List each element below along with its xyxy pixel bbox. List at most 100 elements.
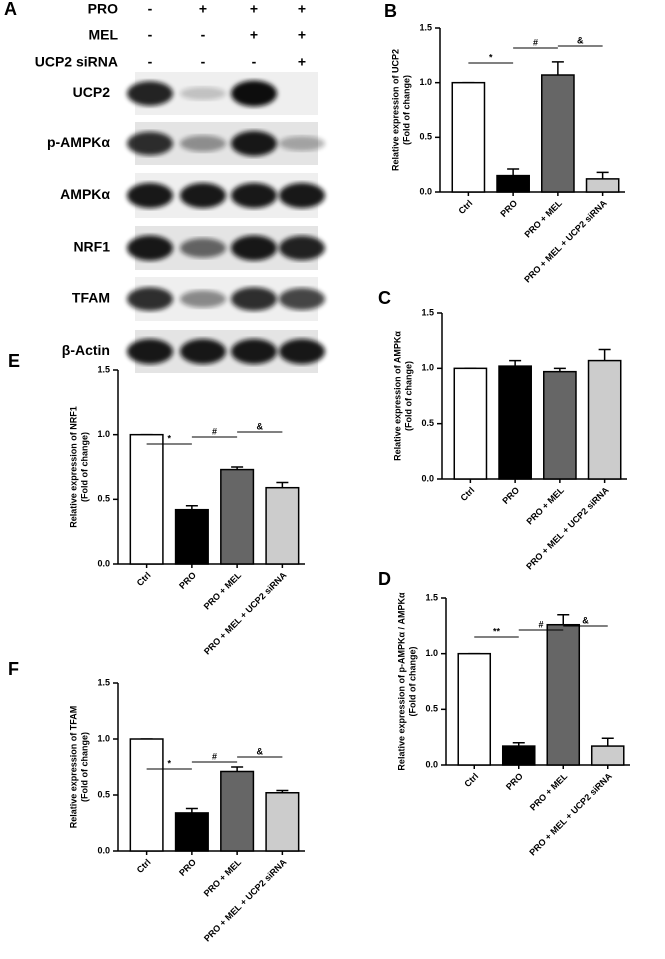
- treatment-sign: -: [201, 54, 206, 70]
- significance-mark: *: [167, 433, 171, 443]
- blot-band: [231, 182, 277, 209]
- bar: [587, 359, 622, 480]
- significance-mark: **: [493, 626, 501, 636]
- error-bar: [557, 613, 570, 625]
- bar: [501, 745, 536, 766]
- treatment-sign: -: [148, 54, 153, 70]
- blot-band: [127, 235, 173, 261]
- y-tick-label: 0.5: [425, 704, 438, 714]
- significance-mark: &: [577, 35, 584, 45]
- blot-band: [231, 235, 277, 261]
- bar: [453, 367, 488, 480]
- significance-mark: &: [582, 615, 589, 625]
- treatment-sign: +: [250, 1, 258, 17]
- y-tick-label: 0.5: [421, 418, 434, 428]
- bar: [220, 770, 255, 852]
- y-tick-label: 0.0: [419, 186, 432, 196]
- y-tick-label: 1.5: [421, 307, 434, 317]
- bar: [265, 486, 300, 565]
- treatment-sign: -: [252, 54, 257, 70]
- blot-band: [180, 238, 226, 258]
- x-tick-label: Ctrl: [462, 771, 480, 789]
- blot-band: [279, 338, 325, 365]
- x-tick-label: Ctrl: [458, 485, 476, 503]
- blot-band: [127, 81, 173, 106]
- x-tick-label: PRO + MEL + UCP2 siRNA: [202, 570, 289, 657]
- y-tick-label: 1.5: [419, 22, 432, 32]
- y-tick-label: 1.0: [419, 77, 432, 87]
- y-tick-label: 0.0: [425, 759, 438, 769]
- bar: [498, 365, 532, 480]
- error-bar: [601, 737, 614, 747]
- treatment-sign: +: [199, 1, 207, 17]
- blot-band: [127, 182, 173, 209]
- significance-mark: #: [212, 426, 217, 436]
- x-tick-label: PRO: [177, 570, 198, 591]
- y-tick-label: 1.5: [97, 677, 110, 687]
- treatment-sign: -: [201, 27, 206, 43]
- x-tick-label: PRO + MEL + UCP2 siRNA: [522, 198, 609, 285]
- x-tick-label: PRO: [177, 857, 198, 878]
- significance-mark: #: [533, 37, 538, 47]
- bar: [265, 792, 300, 852]
- bar: [129, 433, 164, 565]
- band-label: TFAM: [72, 290, 110, 306]
- treatment-label: MEL: [88, 27, 118, 43]
- x-tick-label: PRO + MEL + UCP2 siRNA: [524, 485, 611, 572]
- treatment-sign: -: [148, 27, 153, 43]
- band-label: UCP2: [73, 84, 111, 100]
- y-tick-label: 1.0: [97, 733, 110, 743]
- bar: [590, 745, 625, 766]
- treatment-label: UCP2 siRNA: [35, 54, 118, 70]
- x-tick-label: PRO + MEL + UCP2 siRNA: [527, 771, 614, 858]
- y-axis-label: (Fold of change): [403, 361, 413, 431]
- y-tick-label: 1.5: [97, 364, 110, 374]
- y-axis-label: Relative expression of UCP2: [390, 49, 400, 171]
- panel-letter: E: [8, 351, 20, 371]
- x-tick-label: PRO + MEL: [524, 485, 566, 527]
- y-axis-label: (Fold of change): [401, 75, 411, 145]
- significance-mark: &: [257, 746, 264, 756]
- blot-band: [231, 287, 277, 311]
- panel-letter: A: [4, 0, 17, 19]
- treatment-sign: +: [250, 27, 258, 43]
- y-tick-label: 1.0: [97, 429, 110, 439]
- significance-mark: *: [489, 52, 493, 62]
- panel-letter: D: [378, 569, 391, 589]
- blot-band: [180, 182, 226, 209]
- x-tick-label: Ctrl: [456, 198, 474, 216]
- band-label: β-Actin: [62, 342, 110, 358]
- error-bar: [276, 481, 289, 488]
- bar: [546, 623, 581, 766]
- treatment-sign: -: [148, 1, 153, 17]
- y-tick-label: 0.5: [419, 132, 432, 142]
- bar: [541, 74, 575, 193]
- blot-band: [127, 287, 173, 311]
- treatment-label: PRO: [88, 1, 118, 17]
- blot-band: [180, 338, 226, 365]
- panel-letter: B: [384, 1, 397, 21]
- x-tick-label: PRO: [504, 771, 525, 792]
- error-bar: [596, 171, 609, 179]
- blot-band: [127, 131, 173, 156]
- y-axis-label: (Fold of change): [79, 432, 89, 502]
- panel-letter: C: [378, 288, 391, 308]
- x-tick-label: PRO: [498, 198, 519, 219]
- blot-band: [180, 86, 226, 101]
- treatment-sign: +: [298, 27, 306, 43]
- x-tick-label: PRO + MEL: [202, 570, 244, 612]
- y-tick-label: 0.0: [421, 473, 434, 483]
- blot-band: [279, 136, 325, 151]
- x-tick-label: PRO + MEL + UCP2 siRNA: [202, 857, 289, 944]
- x-tick-label: PRO + MEL: [522, 198, 564, 240]
- blot-band: [231, 130, 277, 157]
- bar: [174, 508, 209, 565]
- y-tick-label: 1.0: [425, 648, 438, 658]
- significance-mark: &: [257, 421, 264, 431]
- blot-band: [180, 290, 226, 308]
- blot-band: [279, 235, 325, 261]
- blot-band: [231, 338, 277, 365]
- y-tick-label: 1.5: [425, 592, 438, 602]
- y-axis-label: Relative expression of TFAM: [68, 706, 78, 829]
